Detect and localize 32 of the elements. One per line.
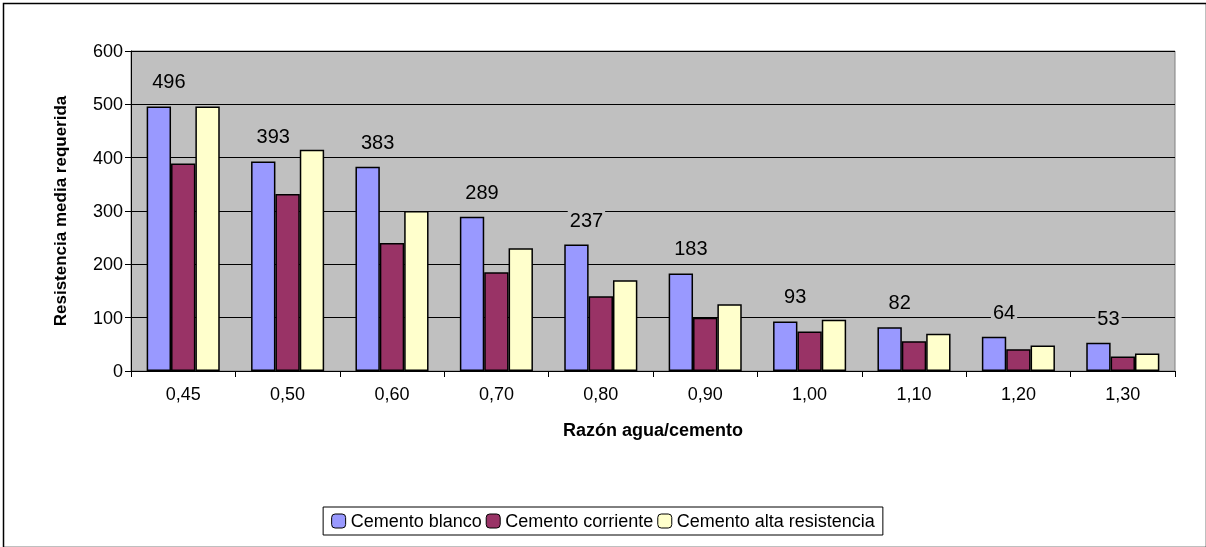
data-label: 93 <box>784 285 807 308</box>
x-tick-label: 0,60 <box>374 384 410 404</box>
legend-label: Cemento corriente <box>505 511 654 531</box>
data-label: 289 <box>465 180 499 203</box>
x-tick-label: 0,80 <box>583 384 619 404</box>
data-label: 393 <box>256 125 290 148</box>
legend-label: Cemento blanco <box>350 511 482 531</box>
x-tick-label: 1,20 <box>1000 384 1036 404</box>
data-label: 496 <box>152 70 186 93</box>
x-tick-label: 0,45 <box>165 384 201 404</box>
y-tick-label: 400 <box>92 147 123 168</box>
y-tick-label: 600 <box>92 41 123 61</box>
x-tick-label: 0,70 <box>478 384 514 404</box>
y-tick-label: 200 <box>92 254 123 275</box>
x-tick-label: 0,50 <box>270 384 306 404</box>
y-axis-title: Resistencia media requerida <box>51 95 70 327</box>
data-label: 383 <box>360 130 395 153</box>
x-tick-label: 1,00 <box>792 384 828 404</box>
data-label: 82 <box>888 291 911 314</box>
legend-label: Cemento alta resistencia <box>676 511 876 531</box>
x-axis-title: Razón agua/cemento <box>562 420 744 440</box>
data-label: 183 <box>674 237 708 260</box>
data-label: 64 <box>992 300 1016 323</box>
y-tick-label: 0 <box>112 361 123 381</box>
data-label: 237 <box>569 208 604 231</box>
y-tick-label: 500 <box>92 94 123 115</box>
y-tick-label: 300 <box>92 201 123 221</box>
data-label: 53 <box>1097 306 1120 329</box>
x-tick-label: 1,10 <box>896 384 932 404</box>
x-tick-label: 1,30 <box>1105 384 1141 404</box>
y-tick-label: 100 <box>92 307 123 328</box>
x-tick-label: 0,90 <box>687 384 723 404</box>
